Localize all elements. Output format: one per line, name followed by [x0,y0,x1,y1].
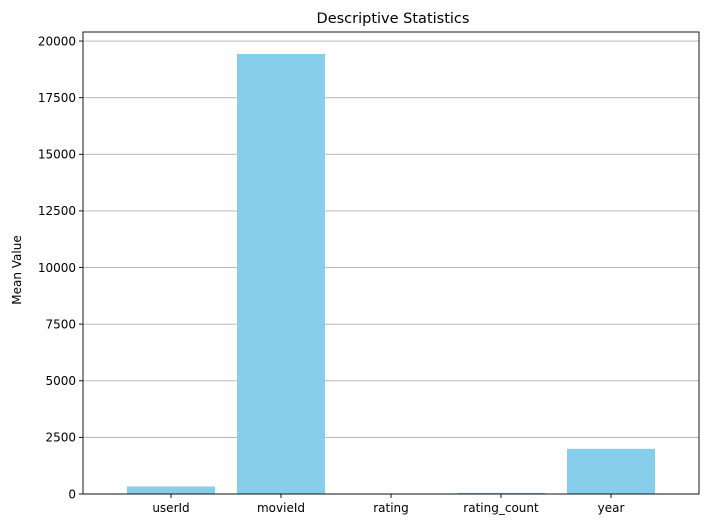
axes [82,31,700,495]
x-tick-label: rating_count [463,501,539,515]
bar-userId [127,486,215,494]
x-tick-label: rating [373,501,409,515]
y-tick-label: 12500 [38,204,76,218]
plot-frame [82,31,700,495]
x-tick-label: userId [152,501,189,515]
y-ticks: 0 2500 5000 7500 10000 12500 15000 17500 20000 [38,34,83,501]
bar-movieId [237,53,325,494]
bar-year [567,448,655,494]
y-tick-label: 15000 [38,148,76,162]
grid-lines [83,40,699,495]
y-tick-label: 10000 [38,261,76,275]
x-tick-label: movieId [257,501,305,515]
chart-title: Descriptive Statistics [317,11,470,27]
y-tick-label: 20000 [38,34,76,48]
bar-rating_count [457,492,545,494]
bars [127,53,655,494]
y-tick-label: 7500 [45,317,76,331]
x-tick-label: year [598,501,625,515]
x-ticks: userId movieId rating rating_count year [152,494,624,515]
y-tick-label: 0 [68,487,76,501]
y-axis-label: Mean Value [10,235,24,304]
y-tick-label: 17500 [38,91,76,105]
y-tick-label: 5000 [45,374,76,388]
y-tick-label: 2500 [45,431,76,445]
